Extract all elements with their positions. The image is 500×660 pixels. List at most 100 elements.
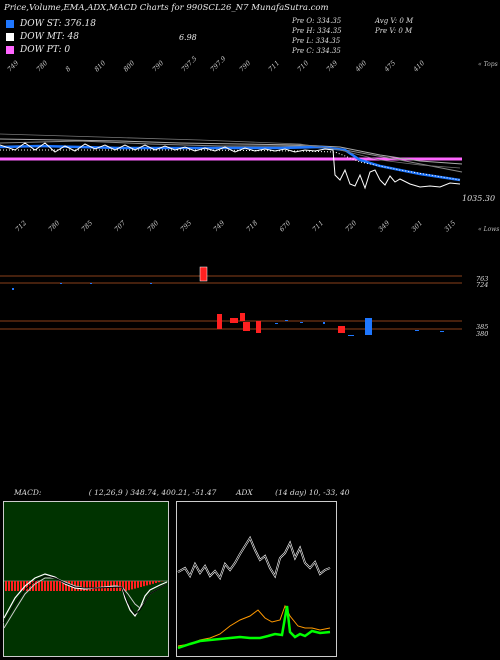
adx-header: ADX (14 day) 10, -33, 40: [236, 488, 350, 497]
lows-label: « Lows: [478, 226, 499, 233]
price-value: 1035.30: [462, 194, 495, 203]
legend-dow-pt: DOW PT: 0: [6, 45, 70, 55]
peak-label: 670: [278, 219, 292, 233]
macd-hist-bar: [47, 581, 49, 591]
macd-hist-bar: [104, 581, 106, 591]
macd-bar-4: [243, 322, 250, 331]
peak-label: 810: [93, 59, 107, 73]
legend-label: DOW MT: 48: [20, 32, 79, 42]
macd-hist-bar: [83, 581, 85, 591]
macd-bar-6: [338, 326, 345, 333]
peak-label: 711: [267, 59, 281, 73]
macd-hist-bar: [53, 581, 55, 591]
macd-hist-bar: [134, 581, 136, 589]
macd-hist-bar: [125, 581, 127, 591]
peak-label: 800: [122, 59, 136, 73]
macd-hist-bar: [158, 581, 160, 583]
legend-label: DOW PT: 0: [20, 45, 71, 55]
macd-bar-5: [256, 321, 261, 333]
macd-hist-bar: [35, 581, 37, 591]
volume-bar-large: [199, 266, 208, 282]
peak-label: 797.5: [180, 55, 199, 74]
macd-hist-bar: [17, 581, 19, 591]
macd-hist-bar: [89, 581, 91, 591]
upper-price-label-1: 763: [476, 275, 488, 283]
peak-label: 780: [47, 219, 61, 233]
macd-hist-bar: [62, 581, 64, 591]
macd-hist-bar: [77, 581, 79, 591]
macd-small-ticks: [275, 320, 444, 336]
peak-label: 797.9: [209, 55, 228, 74]
price-line: [0, 142, 461, 190]
macd-hist-bar: [155, 581, 157, 583]
top-labels: 749 780 8 810 800 790 797.5 797.9 790 711 710 749 4…: [6, 55, 426, 75]
volume-ticks: [12, 283, 152, 290]
macd-hist-bar: [59, 581, 61, 591]
macd-hist-bar: [65, 581, 67, 591]
macd-hist-bar: [137, 581, 139, 588]
macd-histogram: [5, 581, 163, 591]
peak-label: 795: [179, 219, 193, 233]
peak-label: 711: [311, 219, 325, 233]
macd-hist-bar: [146, 581, 148, 586]
peak-label: 780: [146, 219, 160, 233]
macd-bar-1: [217, 314, 222, 329]
mt-extra: 6.98: [178, 32, 197, 42]
adx-green: [177, 605, 331, 650]
macd-hist-bar: [101, 581, 103, 591]
macd-hist-bar: [41, 581, 43, 591]
legend-label: DOW ST: 376.18: [20, 19, 96, 29]
macd-hist-bar: [128, 581, 130, 591]
peak-label: 301: [410, 219, 424, 233]
peak-label: 749: [212, 219, 226, 233]
macd-hist-bar: [152, 581, 154, 584]
peak-label: 790: [151, 59, 165, 73]
macd-hist-bar: [80, 581, 82, 591]
adx-orange: [177, 604, 331, 647]
peak-label: 749: [325, 59, 339, 73]
legend-swatch-white: [6, 33, 14, 41]
macd-hist-bar: [56, 581, 58, 591]
macd-hist-bar: [107, 581, 109, 591]
macd-hist-bar: [140, 581, 142, 587]
info-low: Pre L: 334.35: [292, 37, 341, 45]
peak-label: 780: [35, 59, 49, 73]
macd-hist-bar: [26, 581, 28, 591]
adx-title: ADX: [236, 488, 253, 497]
macd-hist-bar: [38, 581, 40, 591]
peak-label: 475: [382, 59, 397, 74]
legend-dow-mt: DOW MT: 48 6.98: [6, 32, 197, 42]
ema-dotted: [0, 149, 461, 181]
macd-hist-bar: [8, 581, 10, 591]
macd-bar-blue: [365, 318, 372, 335]
peak-label: 790: [238, 59, 252, 73]
lower-price-label-1: 385: [476, 323, 488, 331]
peak-label: 707: [113, 218, 128, 233]
legend-swatch-pink: [6, 46, 14, 54]
macd-hist-bar: [14, 581, 16, 591]
low-labels: 712 780 785 707 780 795 749 718 670 711 720 349 301 3…: [14, 218, 457, 233]
macd-hist-bar: [11, 581, 13, 591]
macd-hist-bar: [95, 581, 97, 591]
chart-title: Price,Volume,EMA,ADX,MACD Charts for 990…: [4, 3, 329, 13]
info-close: Pre C: 334.35: [292, 47, 341, 55]
macd-hist-bar: [5, 581, 7, 591]
info-pre-volume: Pre V: 0 M: [375, 27, 413, 35]
macd-values: ( 12,26,9 ) 348.74, 400.21, -51.47: [88, 488, 217, 497]
peak-label: 749: [6, 59, 20, 73]
macd-bar-3: [240, 313, 245, 321]
ema-thin-dark: [0, 133, 461, 169]
lower-panels: [3, 501, 337, 657]
upper-price-label-2: 724: [476, 281, 488, 289]
macd-title: MACD:: [14, 488, 42, 497]
ema-line-2: [0, 140, 463, 173]
macd-hist-bar: [143, 581, 145, 587]
macd-dark: [3, 575, 168, 624]
peak-label: 349: [377, 219, 391, 233]
info-avg-volume: Avg V: 0 M: [375, 17, 414, 25]
adx-panel: [176, 501, 337, 657]
peak-label: 710: [296, 59, 310, 73]
peak-label: 315: [443, 219, 457, 233]
macd-header: MACD: ( 12,26,9 ) 348.74, 400.21, -51.47: [14, 488, 216, 497]
peak-label: 410: [411, 59, 426, 74]
